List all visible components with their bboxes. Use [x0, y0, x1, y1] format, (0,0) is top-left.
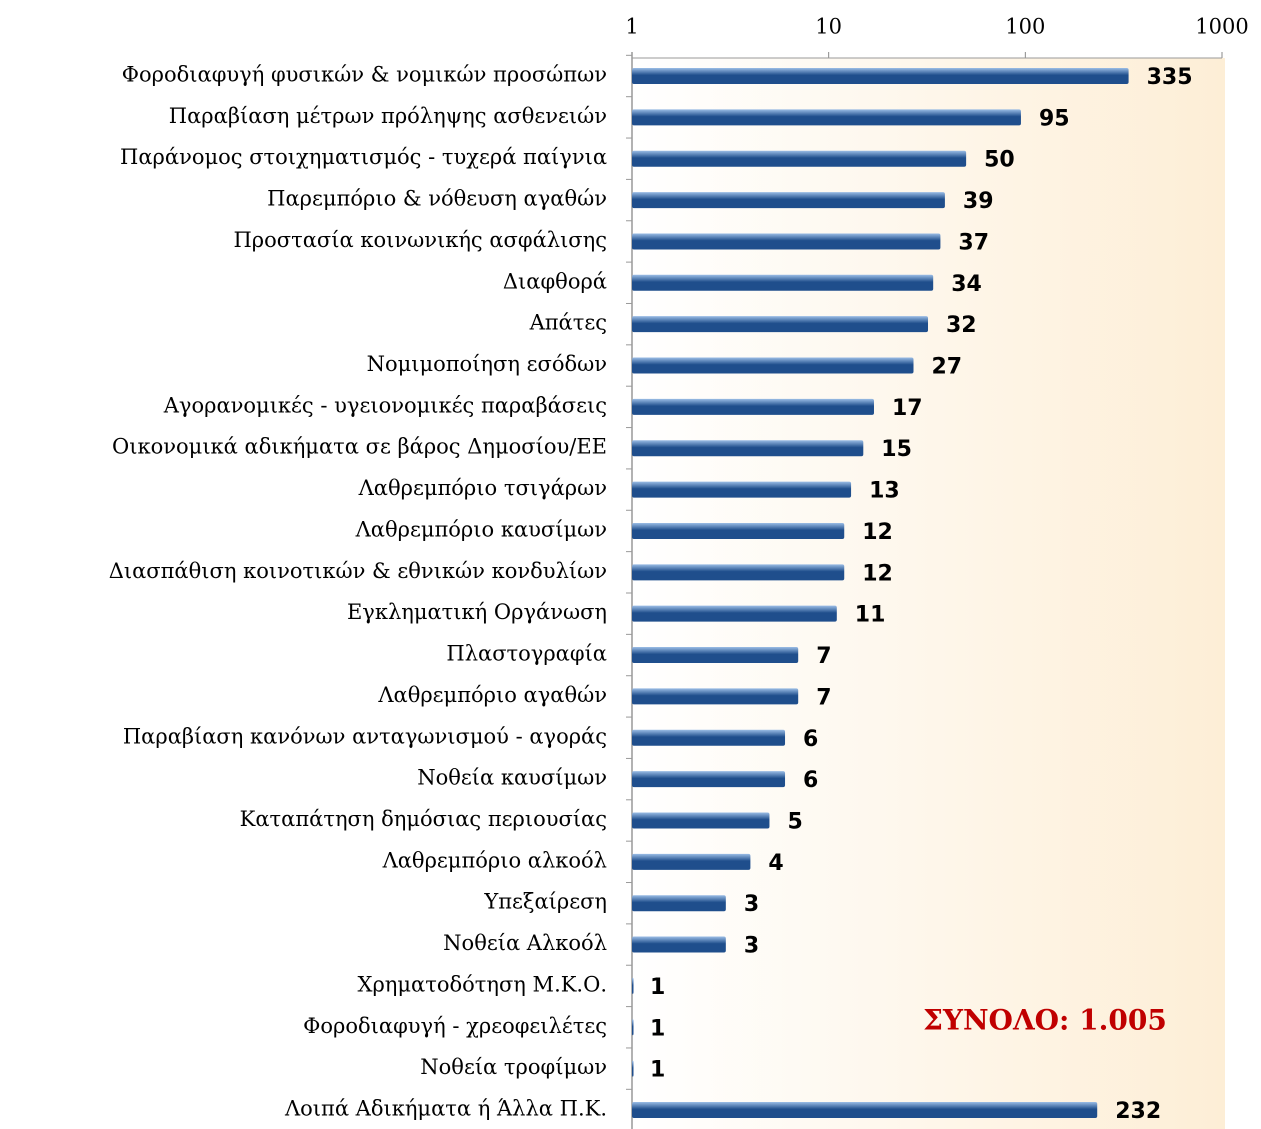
bar: [632, 771, 786, 788]
bar: [632, 522, 845, 539]
bar: [632, 398, 874, 415]
data-label: 1: [650, 1058, 665, 1083]
y-tick-label: Παράνομος στοιχηματισμός - τυχερά παίγνι…: [120, 145, 607, 169]
data-label: 34: [951, 272, 982, 297]
bar: [632, 1019, 634, 1036]
data-label: 11: [855, 603, 886, 628]
bar: [632, 977, 634, 994]
data-label: 95: [1039, 106, 1070, 131]
y-tick-label: Διαφθορά: [503, 269, 607, 293]
y-tick-label: Λοιπά Αδικήματα ή Άλλα Π.Κ.: [284, 1097, 607, 1121]
data-label: 1: [650, 1016, 665, 1041]
y-tick-label: Χρηματοδότηση Μ.Κ.Ο.: [358, 972, 607, 996]
data-label: 4: [768, 851, 783, 876]
bar: [632, 853, 751, 870]
y-tick-label: Παραβίαση κανόνων ανταγωνισμού - αγοράς: [123, 724, 607, 748]
data-label: 1: [650, 975, 665, 1000]
y-tick-label: Εγκληματική Οργάνωση: [347, 600, 607, 624]
y-tick-label: Παραβίαση μέτρων πρόληψης ασθενειών: [169, 104, 607, 128]
y-tick-label: Φοροδιαφυγή - χρεοφειλέτες: [303, 1014, 607, 1038]
y-tick-label: Διασπάθιση κοινοτικών & εθνικών κονδυλίω…: [109, 559, 607, 583]
bar: [632, 68, 1129, 84]
bar: [632, 729, 786, 746]
x-tick-label: 1000: [1195, 15, 1248, 39]
bar: [632, 564, 845, 581]
data-label: 6: [803, 768, 818, 793]
data-label: 17: [892, 396, 923, 421]
data-label: 7: [816, 644, 831, 669]
x-tick-label: 1: [625, 15, 638, 39]
annotation: ΣΥΝΟΛΟ: 1.005: [923, 1004, 1167, 1037]
y-tick-label: Λαθρεμπόριο αγαθών: [377, 683, 607, 707]
y-tick-label: Πλαστογραφία: [446, 642, 607, 666]
data-label: 37: [958, 230, 989, 255]
bar: [632, 192, 945, 209]
y-tick-label: Φοροδιαφυγή φυσικών & νομικών προσώπων: [122, 63, 607, 87]
bar: [632, 1102, 1098, 1118]
data-label: 6: [803, 727, 818, 752]
y-tick-label: Νοθεία Αλκοόλ: [443, 931, 607, 955]
data-label: 15: [881, 437, 912, 462]
x-tick-label: 100: [1005, 15, 1045, 39]
y-tick-label: Προστασία κοινωνικής ασφάλισης: [233, 228, 607, 252]
data-label: 27: [932, 355, 963, 380]
y-tick-label: Αγορανομικές - υγειονομικές παραβάσεις: [163, 393, 607, 417]
data-label: 335: [1147, 65, 1193, 90]
data-label: 3: [744, 892, 759, 917]
bar: [632, 647, 799, 664]
bar: [632, 895, 726, 912]
y-tick-label: Παρεμπόριο & νόθευση αγαθών: [267, 187, 607, 211]
data-label: 12: [862, 561, 893, 586]
data-label: 32: [946, 313, 977, 338]
y-tick-label: Λαθρεμπόριο τσιγάρων: [358, 476, 607, 500]
bar: [632, 1060, 634, 1077]
bar: [632, 316, 929, 333]
y-tick-label: Λαθρεμπόριο αλκοόλ: [382, 848, 607, 872]
y-tick-label: Νοθεία τροφίμων: [420, 1055, 607, 1079]
y-tick-label: Οικονομικά αδικήματα σε βάρος Δημοσίου/Ε…: [112, 435, 607, 459]
bar: [632, 357, 914, 374]
data-label: 39: [963, 189, 994, 214]
bar: [632, 440, 864, 457]
bar: [632, 150, 967, 167]
bar: [632, 936, 726, 953]
x-tick-label: 10: [815, 15, 842, 39]
bar: [632, 481, 852, 498]
y-tick-label: Νομιμοποίηση εσόδων: [367, 352, 607, 376]
bar: [632, 605, 837, 622]
bar: [632, 812, 770, 829]
data-label: 7: [816, 685, 831, 710]
data-label: 5: [787, 809, 802, 834]
data-label: 13: [869, 479, 900, 504]
data-label: 232: [1115, 1099, 1161, 1124]
data-label: 3: [744, 934, 759, 959]
bar: [632, 109, 1021, 126]
data-label: 12: [862, 520, 893, 545]
bar: [632, 233, 941, 250]
plot-background: [632, 58, 1225, 1129]
data-label: 50: [984, 148, 1015, 173]
y-tick-label: Υπεξαίρεση: [483, 890, 607, 914]
bar: [632, 274, 934, 291]
y-tick-label: Λαθρεμπόριο καυσίμων: [355, 517, 607, 541]
y-tick-label: Καταπάτηση δημόσιας περιουσίας: [240, 807, 607, 831]
y-tick-label: Απάτες: [529, 311, 607, 335]
y-tick-label: Νοθεία καυσίμων: [417, 766, 607, 790]
bar: [632, 688, 799, 705]
